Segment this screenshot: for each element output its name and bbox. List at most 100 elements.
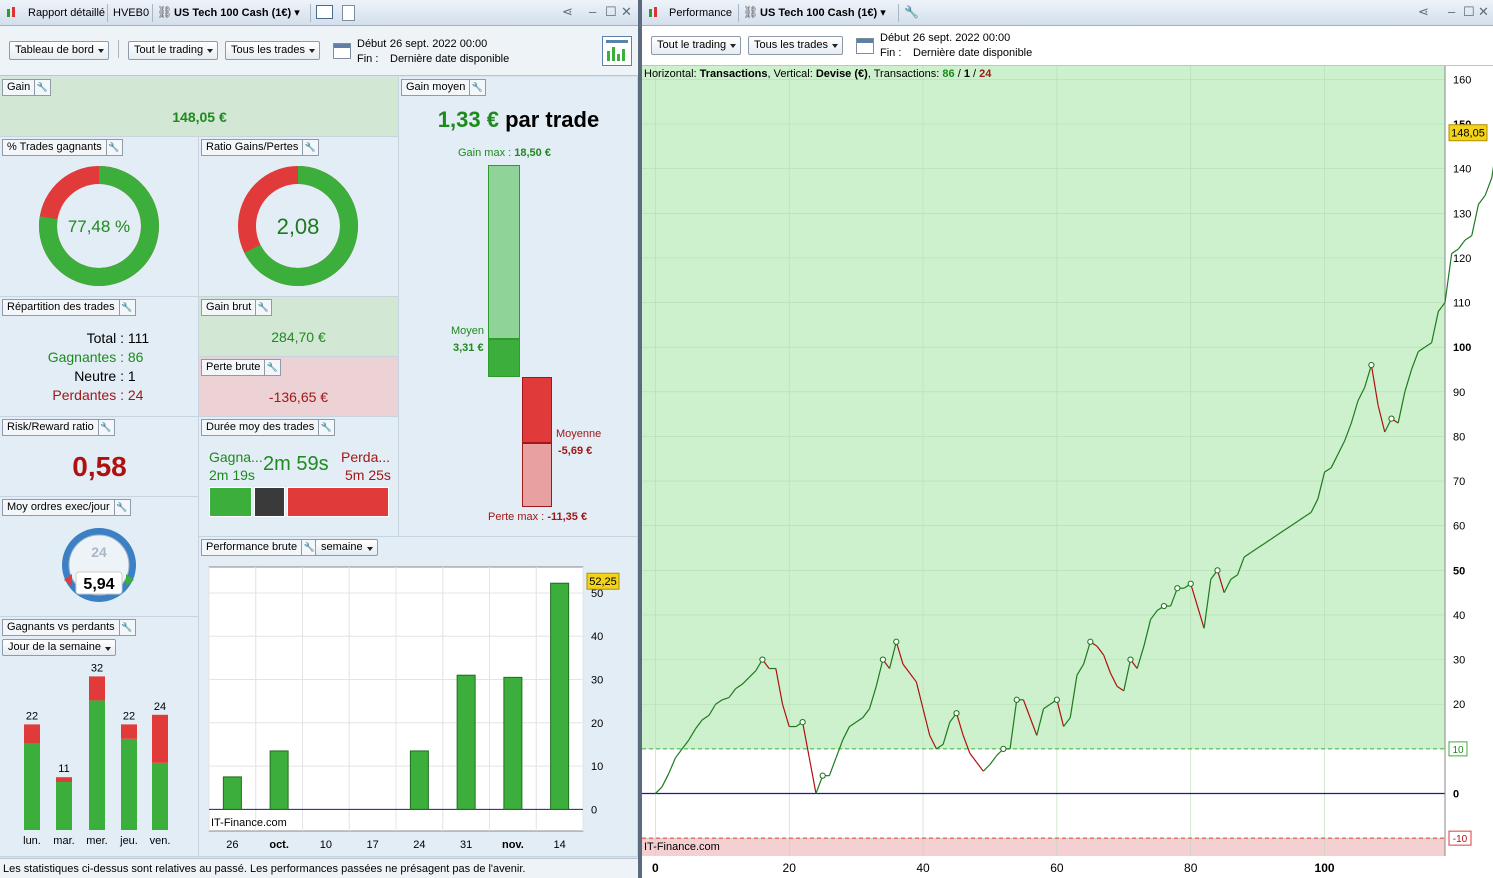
perf-line-segment bbox=[1290, 520, 1299, 527]
perf-peak-point bbox=[1187, 580, 1194, 587]
perf-line-segment bbox=[1337, 440, 1346, 455]
ordres-title[interactable]: Moy ordres exec/jour bbox=[2, 499, 131, 516]
candlestick-icon bbox=[6, 7, 18, 19]
left-window-titlebar: Rapport détaillé HVEB0 ⛓ US Tech 100 Cas… bbox=[0, 0, 640, 26]
perf-line-segment bbox=[969, 752, 978, 763]
perf-line-segment bbox=[781, 704, 790, 727]
close-icon[interactable]: ✕ bbox=[1478, 4, 1489, 19]
perf-brute-title[interactable]: Performance brute bbox=[201, 539, 319, 556]
perf-x-tick: 40 bbox=[916, 861, 930, 875]
link-icon[interactable]: ⛓ bbox=[157, 5, 173, 19]
trades-dropdown[interactable]: Tous les trades bbox=[748, 36, 843, 55]
perf-period-dropdown[interactable]: semaine bbox=[315, 539, 378, 556]
tab-account[interactable]: HVEB0 bbox=[113, 7, 150, 19]
perf-x-tick: 20 bbox=[783, 861, 797, 875]
chart-export-icon[interactable] bbox=[316, 5, 333, 19]
perf-line-segment bbox=[915, 681, 924, 709]
gain-moyen-title[interactable]: Gain moyen bbox=[401, 79, 487, 96]
perf-line-segment bbox=[1143, 619, 1152, 647]
minimize-icon[interactable]: – bbox=[589, 4, 597, 19]
perf-brute-y-tick: 10 bbox=[591, 761, 603, 773]
ratio-title[interactable]: Ratio Gains/Pertes bbox=[201, 139, 320, 156]
trades-gagnants-panel: % Trades gagnants 77,48 % bbox=[0, 137, 199, 297]
start-date[interactable]: 26 sept. 2022 00:00 bbox=[390, 38, 488, 50]
gain-title[interactable]: Gain bbox=[2, 79, 52, 96]
trading-dropdown[interactable]: Tout le trading bbox=[128, 41, 219, 60]
duree-loss-value: 5m 25s bbox=[345, 467, 391, 483]
perf-line-segment bbox=[1324, 467, 1332, 473]
end-date[interactable]: Dernière date disponible bbox=[913, 47, 1033, 59]
perf-line-segment bbox=[1344, 422, 1352, 442]
perf-peak-point bbox=[1087, 638, 1094, 645]
ordres-panel: Moy ordres exec/jour 24 5,94 bbox=[0, 497, 199, 617]
donut-win-arc bbox=[39, 166, 159, 286]
maximize-icon[interactable]: ☐ bbox=[1463, 4, 1475, 19]
instrument-selector[interactable]: US Tech 100 Cash (1€) ▾ bbox=[760, 7, 886, 19]
risk-reward-title[interactable]: Risk/Reward ratio bbox=[2, 419, 115, 436]
clock-dial-label: 24 bbox=[91, 544, 107, 560]
perf-line-segment bbox=[748, 670, 757, 678]
calendar-icon[interactable] bbox=[856, 38, 874, 54]
perf-brute-y-tick: 20 bbox=[591, 718, 603, 730]
close-icon[interactable]: ✕ bbox=[621, 4, 632, 19]
gvp-total-label: 22 bbox=[26, 710, 38, 722]
tab-performance[interactable]: Performance bbox=[669, 7, 732, 19]
dashboard-dropdown[interactable]: Tableau de bord bbox=[9, 41, 109, 60]
perf-line-segment bbox=[1304, 511, 1312, 518]
perf-line-segment bbox=[1464, 235, 1473, 241]
perf-last-badge bbox=[1448, 124, 1488, 142]
end-date[interactable]: Dernière date disponible bbox=[390, 53, 510, 65]
perf-line-segment bbox=[1103, 654, 1111, 674]
ratio-win-arc bbox=[238, 166, 358, 286]
moyenne-label: Moyenne bbox=[556, 428, 602, 440]
share-icon[interactable]: ⋖ bbox=[562, 4, 573, 19]
minimize-icon[interactable]: – bbox=[1448, 4, 1456, 19]
perf-line-segment bbox=[1136, 646, 1145, 669]
gvp-bar-loss bbox=[24, 724, 40, 744]
perf-brute-bar bbox=[409, 750, 429, 810]
perf-line-segment bbox=[909, 672, 917, 683]
gvp-title[interactable]: Gagnants vs perdants bbox=[2, 619, 136, 636]
ordres-value: 5,94 bbox=[83, 576, 114, 593]
copy-icon[interactable] bbox=[342, 5, 355, 21]
share-icon[interactable]: ⋖ bbox=[1418, 4, 1429, 19]
link-icon[interactable]: ⛓ bbox=[743, 5, 759, 19]
window-splitter[interactable] bbox=[638, 0, 642, 878]
perf-line-segment bbox=[1477, 195, 1486, 205]
trades-dropdown[interactable]: Tous les trades bbox=[225, 41, 320, 60]
maximize-icon[interactable]: ☐ bbox=[605, 4, 617, 19]
calendar-icon[interactable] bbox=[333, 43, 351, 59]
tab-rapport-detaille[interactable]: Rapport détaillé bbox=[28, 7, 106, 19]
trading-dropdown[interactable]: Tout le trading bbox=[651, 36, 742, 55]
perte-max-label: Perte max : bbox=[488, 511, 545, 523]
perf-lower-band-badge bbox=[1448, 830, 1472, 846]
wrench-icon[interactable]: 🔧 bbox=[904, 5, 919, 19]
trades-gagnants-title[interactable]: % Trades gagnants bbox=[2, 139, 123, 156]
moyen-value: 3,31 € bbox=[453, 342, 484, 354]
duree-loss-label: Perda... bbox=[341, 449, 391, 465]
perf-brute-x-label: 26 bbox=[226, 839, 238, 851]
gain-value: 148,05 € bbox=[172, 109, 227, 125]
perf-line-segment bbox=[1417, 346, 1426, 353]
gain-brut-title[interactable]: Gain brut bbox=[201, 299, 273, 316]
perf-brute-last-badge bbox=[586, 572, 620, 590]
gain-moyen-value: 1,33 € bbox=[437, 107, 499, 132]
perf-peak-point bbox=[759, 656, 766, 663]
duree-title[interactable]: Durée moy des trades bbox=[201, 419, 336, 436]
gain-max-value: 18,50 € bbox=[514, 147, 551, 159]
perf-x-tick: 0 bbox=[652, 861, 659, 875]
gvp-period-dropdown[interactable]: Jour de la semaine bbox=[2, 639, 116, 656]
dashboard-config-icon[interactable] bbox=[602, 36, 632, 66]
start-date[interactable]: 26 sept. 2022 00:00 bbox=[913, 32, 1011, 44]
duree-win-value: 2m 19s bbox=[209, 467, 255, 483]
instrument-selector[interactable]: US Tech 100 Cash (1€) ▾ bbox=[174, 7, 300, 19]
perf-peak-point bbox=[879, 656, 886, 663]
perf-line-segment bbox=[1022, 699, 1031, 718]
start-label: Début : bbox=[880, 32, 916, 44]
perf-line-segment bbox=[849, 721, 857, 728]
perte-brute-title[interactable]: Perte brute bbox=[201, 359, 282, 376]
repartition-title[interactable]: Répartition des trades bbox=[2, 299, 136, 316]
perf-line-segment bbox=[1263, 538, 1272, 545]
perf-brute-bar bbox=[222, 776, 242, 810]
gain-max-line: Gain max : 18,50 € bbox=[458, 147, 551, 159]
